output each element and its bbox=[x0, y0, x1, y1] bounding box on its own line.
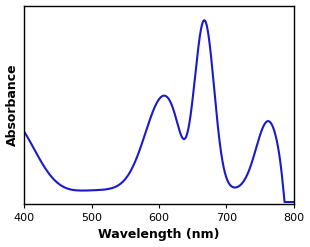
Y-axis label: Absorbance: Absorbance bbox=[6, 63, 19, 146]
X-axis label: Wavelength (nm): Wavelength (nm) bbox=[98, 228, 220, 242]
